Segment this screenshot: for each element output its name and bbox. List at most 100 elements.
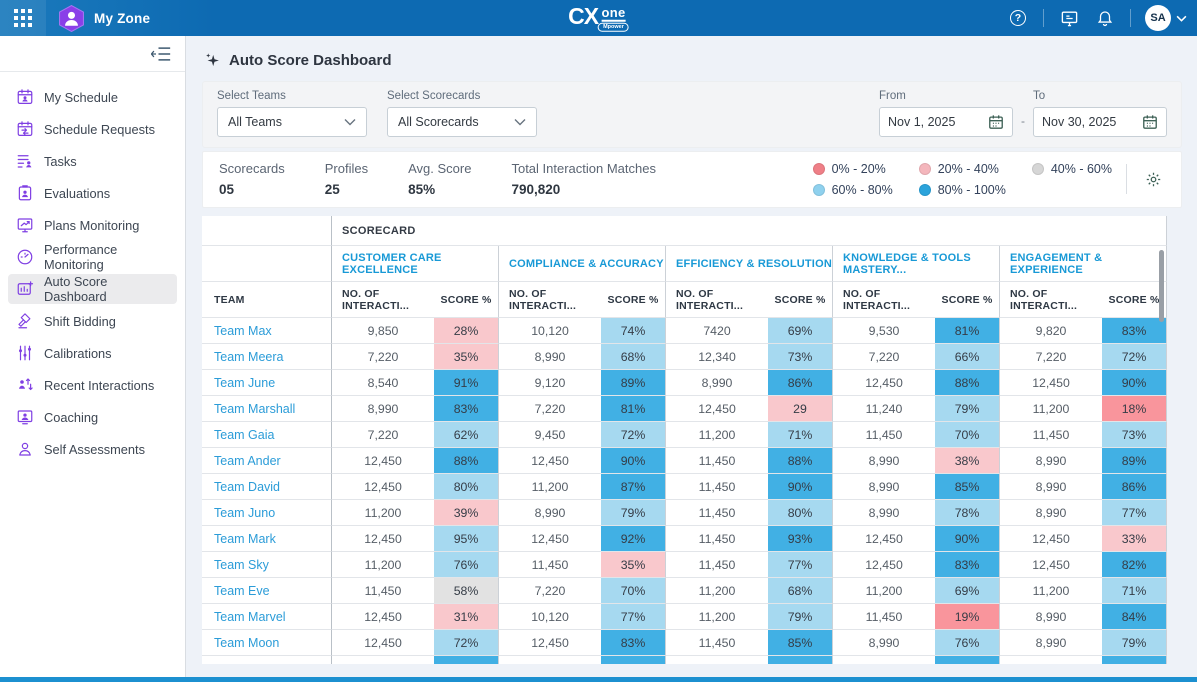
- help-button[interactable]: ?: [1007, 7, 1029, 29]
- sidebar-item-self-assessments[interactable]: Self Assessments: [8, 434, 177, 464]
- interactions-cell: 9,820: [1000, 318, 1102, 344]
- team-link[interactable]: Team Max: [202, 318, 332, 344]
- score-cell: 72%: [434, 630, 499, 656]
- score-cell: 79%: [1102, 630, 1167, 656]
- person-icon: [16, 440, 34, 458]
- score-cell: [935, 656, 1000, 664]
- scorecard-column-header[interactable]: CUSTOMER CARE EXCELLENCE: [332, 246, 499, 282]
- team-link[interactable]: Team Mark: [202, 526, 332, 552]
- table-corner-cell: [202, 216, 332, 246]
- team-link[interactable]: Team Gaia: [202, 422, 332, 448]
- sidebar-item-schedule-requests[interactable]: Schedule Requests: [8, 114, 177, 144]
- score-cell: 79%: [768, 604, 833, 630]
- sidebar-item-coaching[interactable]: Coaching: [8, 402, 177, 432]
- sidebar-item-tasks[interactable]: Tasks: [8, 146, 177, 176]
- date-range-separator: -: [1021, 114, 1025, 128]
- scorecards-select[interactable]: All Scorecards: [387, 107, 537, 137]
- stat-label: Total Interaction Matches: [511, 161, 656, 176]
- score-cell: 88%: [768, 448, 833, 474]
- legend-label: 0% - 20%: [831, 161, 886, 176]
- logo-cx-text: CX: [568, 2, 599, 29]
- interactions-cell: 10,120: [499, 318, 601, 344]
- table-row-partial: [202, 656, 1167, 664]
- sidebar-item-my-schedule[interactable]: My Schedule: [8, 82, 177, 112]
- interactions-cell: 12,450: [499, 448, 601, 474]
- score-cell: 86%: [1102, 474, 1167, 500]
- calendar-user-icon: [16, 88, 34, 106]
- settings-button[interactable]: [1141, 167, 1165, 191]
- screen-share-icon: [1061, 10, 1077, 26]
- bell-icon: [1097, 11, 1113, 27]
- interactions-cell: 12,450: [833, 526, 935, 552]
- team-link[interactable]: Team Ander: [202, 448, 332, 474]
- sidebar-item-calibrations[interactable]: Calibrations: [8, 338, 177, 368]
- score-chart-icon: [16, 280, 34, 298]
- team-link[interactable]: Team Moon: [202, 630, 332, 656]
- team-link[interactable]: Team June: [202, 370, 332, 396]
- interactions-cell: 8,540: [332, 370, 434, 396]
- table-row: Team Ander 12,450 88% 12,450 90% 11,450 88% 8,9…: [202, 448, 1167, 474]
- team-link[interactable]: Team Eve: [202, 578, 332, 604]
- score-cell: 70%: [935, 422, 1000, 448]
- interactions-cell: 11,450: [332, 578, 434, 604]
- score-cell: 83%: [601, 630, 666, 656]
- interactions-cell: 8,990: [833, 448, 935, 474]
- sidebar-item-shift-bidding[interactable]: Shift Bidding: [8, 306, 177, 336]
- legend-label: 20% - 40%: [937, 161, 999, 176]
- scorecard-column-header[interactable]: KNOWLEDGE & TOOLS MASTERY...: [833, 246, 1000, 282]
- team-link[interactable]: Team Meera: [202, 344, 332, 370]
- table-header-scorecard-row: SCORECARD: [202, 216, 1167, 246]
- table-row: Team June 8,540 91% 9,120 89% 8,990 86% 12,450 8…: [202, 370, 1167, 396]
- score-cell: 74%: [601, 318, 666, 344]
- score-cell: 70%: [601, 578, 666, 604]
- collapse-sidebar-icon[interactable]: [151, 46, 171, 62]
- score-column-header: SCORE %: [1102, 282, 1167, 318]
- team-link[interactable]: Team Juno: [202, 500, 332, 526]
- sidebar-item-plans-monitoring[interactable]: Plans Monitoring: [8, 210, 177, 240]
- score-cell: 76%: [935, 630, 1000, 656]
- team-link[interactable]: Team Sky: [202, 552, 332, 578]
- scorecard-column-header[interactable]: COMPLIANCE & ACCURACY: [499, 246, 666, 282]
- score-cell: [434, 656, 499, 664]
- sidebar-item-performance-monitoring[interactable]: Performance Monitoring: [8, 242, 177, 272]
- to-date-input[interactable]: Nov 30, 2025: [1033, 107, 1167, 137]
- team-link[interactable]: Team Marvel: [202, 604, 332, 630]
- team-link[interactable]: Team David: [202, 474, 332, 500]
- table-scrollbar-thumb[interactable]: [1159, 250, 1164, 322]
- scorecard-column-header[interactable]: EFFICIENCY & RESOLUTION: [666, 246, 833, 282]
- sidebar-item-recent-interactions[interactable]: Recent Interactions: [8, 370, 177, 400]
- main-content: Auto Score Dashboard Select Teams All Te…: [186, 36, 1197, 677]
- scorecard-column-header[interactable]: ENGAGEMENT & EXPERIENCE: [1000, 246, 1167, 282]
- app-launcher-button[interactable]: [0, 0, 46, 36]
- sidebar-item-auto-score-dashboard[interactable]: Auto Score Dashboard: [8, 274, 177, 304]
- sidebar-item-evaluations[interactable]: Evaluations: [8, 178, 177, 208]
- interactions-cell: 9,450: [499, 422, 601, 448]
- interactions-cell: 8,990: [499, 500, 601, 526]
- my-zone-app[interactable]: My Zone: [58, 4, 150, 32]
- select-teams-label: Select Teams: [217, 90, 286, 102]
- sidebar-item-label: Calibrations: [44, 345, 112, 361]
- teams-select[interactable]: All Teams: [217, 107, 367, 137]
- interactions-cell: [499, 656, 601, 664]
- team-link[interactable]: Team Marshall: [202, 396, 332, 422]
- interactions-cell: 12,450: [332, 604, 434, 630]
- cxone-logo: CX one Mpower: [568, 2, 629, 32]
- page-title: Auto Score Dashboard: [229, 52, 392, 69]
- account-menu[interactable]: SA: [1145, 5, 1187, 31]
- interactions-cell: 12,450: [499, 526, 601, 552]
- interactions-cell: 11,240: [833, 396, 935, 422]
- coach-screen-icon: [16, 408, 34, 426]
- interactions-cell: 7,220: [833, 344, 935, 370]
- score-cell: 72%: [601, 422, 666, 448]
- scorecard-group-header: SCORECARD: [332, 216, 1167, 246]
- screen-share-button[interactable]: [1058, 7, 1080, 29]
- interactions-cell: 11,450: [666, 500, 768, 526]
- interactions-cell: [833, 656, 935, 664]
- interactions-column-header: NO. OF INTERACTI...: [332, 282, 434, 318]
- interactions-column-header: NO. OF INTERACTI...: [666, 282, 768, 318]
- interactions-cell: 8,990: [1000, 604, 1102, 630]
- from-date-input[interactable]: Nov 1, 2025: [879, 107, 1013, 137]
- to-date-value: Nov 30, 2025: [1042, 115, 1117, 129]
- notifications-button[interactable]: [1094, 7, 1116, 29]
- score-cell: 29: [768, 396, 833, 422]
